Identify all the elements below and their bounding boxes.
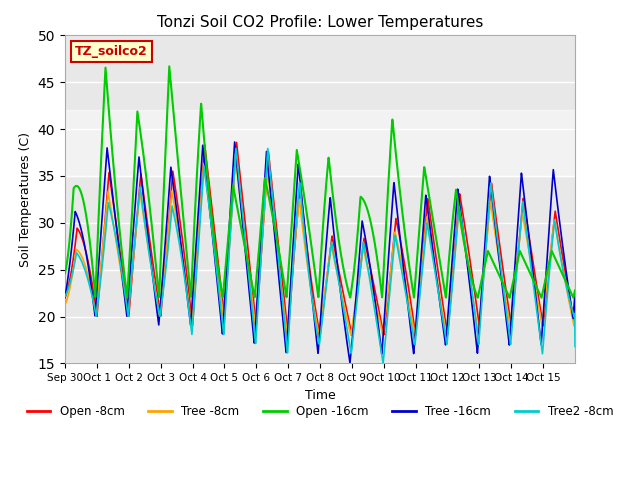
- X-axis label: Time: Time: [305, 389, 335, 402]
- Legend: Open -8cm, Tree -8cm, Open -16cm, Tree -16cm, Tree2 -8cm: Open -8cm, Tree -8cm, Open -16cm, Tree -…: [22, 401, 618, 423]
- Y-axis label: Soil Temperatures (C): Soil Temperatures (C): [19, 132, 32, 267]
- Title: Tonzi Soil CO2 Profile: Lower Temperatures: Tonzi Soil CO2 Profile: Lower Temperatur…: [157, 15, 483, 30]
- Bar: [65, 110, 575, 176]
- Text: TZ_soilco2: TZ_soilco2: [76, 45, 148, 58]
